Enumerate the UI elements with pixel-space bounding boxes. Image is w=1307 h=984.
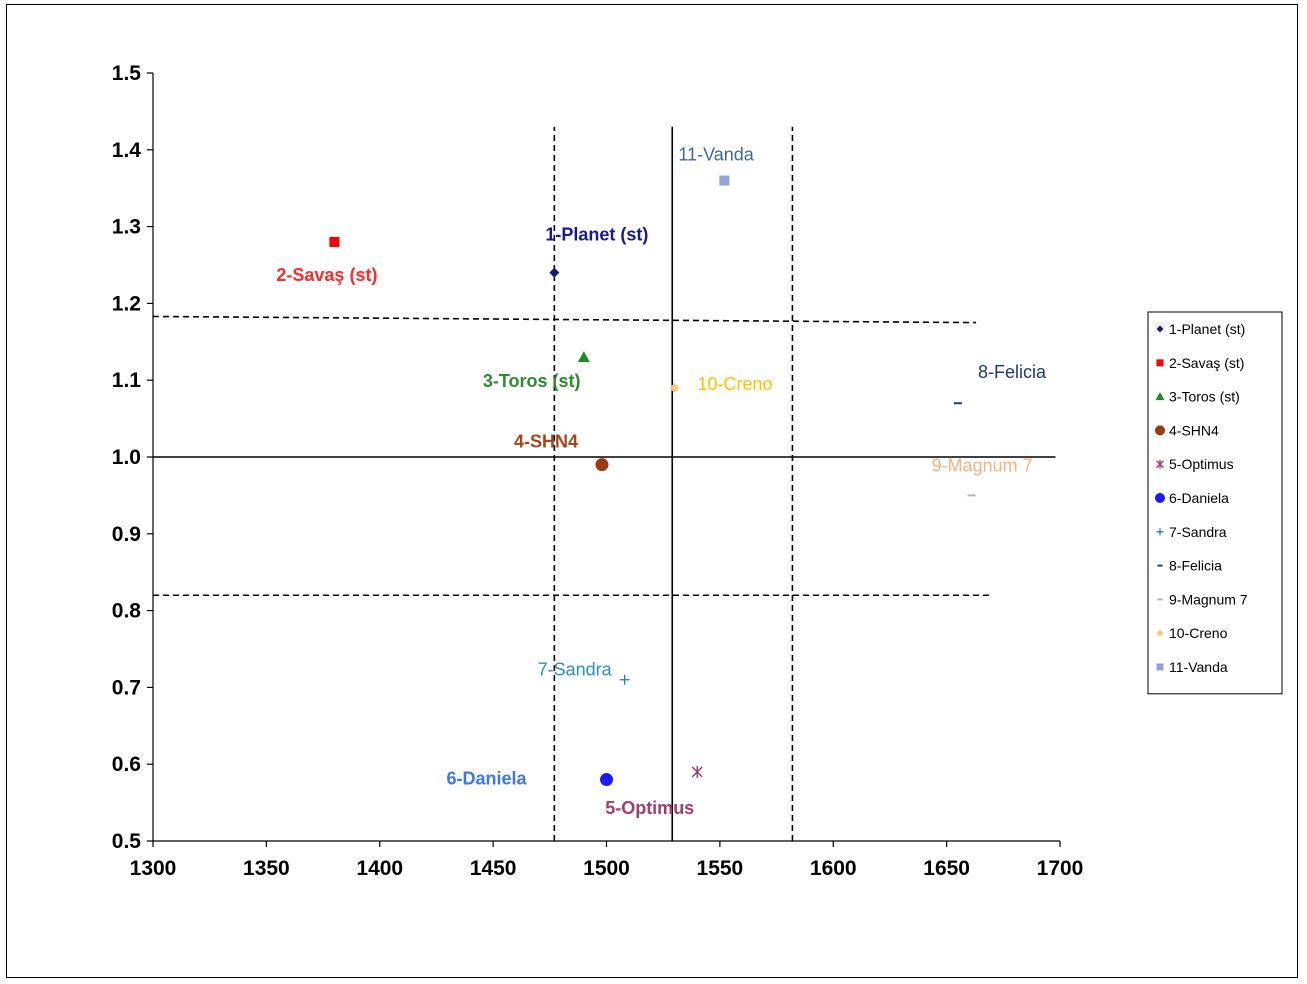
point-3-toros-st — [577, 351, 590, 363]
point-11-vanda — [719, 175, 730, 186]
y-tick-label: 0.5 — [112, 830, 142, 853]
x-tick-label: 1500 — [583, 857, 630, 880]
point-label-10-creno: 10-Creno — [698, 374, 773, 394]
legend-marker-10-creno — [1156, 629, 1164, 637]
legend-label-8-felicia: 8-Felicia — [1169, 558, 1222, 574]
point-7-sandra — [619, 674, 630, 685]
point-label-7-sandra: 7-Sandra — [538, 660, 613, 680]
x-tick-label: 1450 — [470, 857, 517, 880]
point-label-5-optimus: 5-Optimus — [605, 798, 694, 818]
x-tick-label: 1300 — [130, 857, 177, 880]
point-label-6-daniela: 6-Daniela — [447, 769, 528, 789]
y-tick-label: 0.8 — [112, 600, 142, 623]
legend-marker-7-sandra — [1156, 528, 1164, 536]
point-label-9-magnum-7: 9-Magnum 7 — [932, 455, 1033, 475]
y-tick-label: 1.0 — [112, 446, 141, 469]
legend: 1-Planet (st) 2-Savaş (st) 3-Toros (st) 4-S… — [1147, 311, 1283, 695]
legend-marker-4-shn4 — [1155, 425, 1165, 436]
legend-marker-5-optimus — [1156, 459, 1164, 469]
y-tick-label: 1.5 — [112, 62, 142, 85]
legend-label-1-planet-st: 1-Planet (st) — [1169, 321, 1245, 337]
legend-marker-3-toros-st — [1155, 392, 1165, 401]
point-1-planet-st — [549, 267, 560, 278]
point-label-2-sava-st: 2-Savaş (st) — [276, 265, 377, 285]
chart-frame: 0.5 0.6 0.7 0.8 0.9 1.0 1.1 1.2 1.3 1.4 1.5 1300 135… — [6, 4, 1298, 978]
legend-label-3-toros-st: 3-Toros (st) — [1169, 389, 1240, 405]
x-tick-label: 1700 — [1037, 857, 1084, 880]
point-10-creno — [669, 382, 680, 393]
y-tick-label: 1.4 — [112, 139, 142, 162]
x-tick-label: 1600 — [810, 857, 857, 880]
legend-marker-11-vanda — [1156, 663, 1164, 671]
y-tick-label: 1.1 — [112, 369, 142, 392]
x-tick-label: 1550 — [697, 857, 744, 880]
point-label-4-shn4: 4-SHN4 — [514, 432, 578, 452]
point-label-11-vanda: 11-Vanda — [678, 145, 754, 165]
y-tick-label: 0.6 — [112, 753, 141, 776]
reference-lines — [152, 126, 1056, 841]
point-5-optimus — [691, 765, 703, 778]
legend-label-9-magnum-7: 9-Magnum 7 — [1169, 591, 1248, 607]
x-tick-label: 1650 — [923, 857, 970, 880]
legend-label-11-vanda: 11-Vanda — [1169, 659, 1228, 675]
y-tick-label: 1.3 — [112, 216, 141, 239]
point-6-daniela — [600, 773, 613, 787]
legend-label-2-sava-st: 2-Savaş (st) — [1169, 355, 1244, 371]
legend-label-4-shn4: 4-SHN4 — [1169, 422, 1219, 438]
legend-marker-1-planet-st — [1156, 325, 1164, 333]
axes: 0.5 0.6 0.7 0.8 0.9 1.0 1.1 1.2 1.3 1.4 1.5 1300 135… — [112, 62, 1084, 880]
data-points — [329, 175, 976, 787]
point-label-8-felicia: 8-Felicia — [978, 362, 1047, 382]
x-tick-label: 1400 — [356, 857, 403, 880]
point-4-shn4 — [595, 458, 609, 472]
legend-label-10-creno: 10-Creno — [1169, 625, 1228, 641]
scatter-chart: 0.5 0.6 0.7 0.8 0.9 1.0 1.1 1.2 1.3 1.4 1.5 1300 135… — [112, 62, 1283, 880]
legend-marker-2-sava-st — [1156, 359, 1164, 367]
legend-marker-6-daniela — [1155, 493, 1165, 503]
horizontal-reference-line — [152, 315, 977, 324]
legend-box — [1147, 311, 1283, 695]
point-label-1-planet-st: 1-Planet (st) — [545, 225, 648, 245]
y-tick-label: 0.9 — [112, 523, 141, 546]
point-label-3-toros-st: 3-Toros (st) — [483, 371, 581, 391]
point-labels: 1-Planet (st) 2-Savaş (st) 3-Toros (st) 4-S… — [276, 145, 1047, 818]
point-2-sava-st — [329, 236, 340, 247]
y-tick-label: 1.2 — [112, 292, 141, 315]
legend-label-5-optimus: 5-Optimus — [1169, 456, 1234, 472]
y-tick-label: 0.7 — [112, 676, 141, 699]
legend-label-7-sandra: 7-Sandra — [1169, 524, 1227, 540]
legend-label-6-daniela: 6-Daniela — [1169, 490, 1229, 506]
x-tick-label: 1350 — [243, 857, 290, 880]
